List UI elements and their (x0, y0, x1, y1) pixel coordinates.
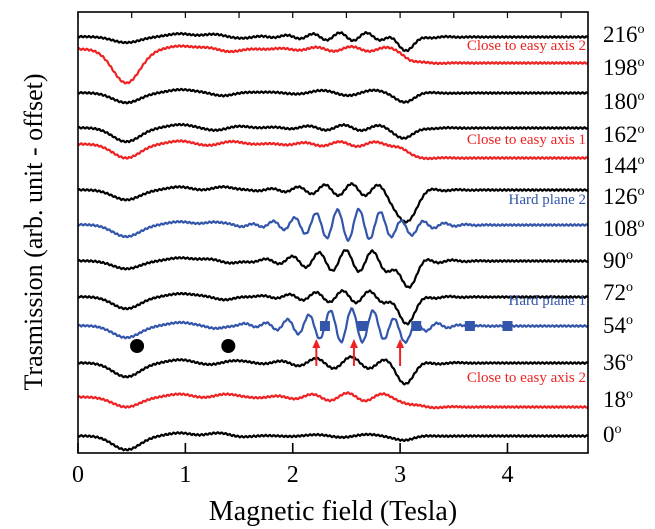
trace-72-deg (77, 289, 589, 326)
trace-162-deg (77, 122, 589, 144)
angle-label-36: 36o (603, 350, 633, 375)
angle-labels: 216o 198o 180o 162o 144o 126o 108o 90o 72o 54o 36o… (603, 22, 645, 447)
x-tick-label: 1 (179, 462, 191, 488)
angle-label-198: 198o (603, 55, 645, 80)
markers (130, 321, 513, 366)
circle-marker-2 (221, 339, 236, 353)
annotation-label: Hard plane 2 (509, 192, 586, 208)
red-arrow-2 (349, 339, 358, 366)
square-marker-3 (411, 321, 422, 331)
trace-90-deg (77, 249, 589, 289)
angle-label-72: 72o (603, 280, 633, 305)
trace-216-deg (77, 31, 589, 53)
annotations: Close to easy axis 2 Close to easy axis 1… (467, 38, 586, 386)
x-tick-label: 4 (501, 462, 513, 488)
angle-label-126: 126o (603, 184, 645, 209)
annotation-label: Close to easy axis 1 (467, 132, 586, 148)
angle-label-90: 90o (603, 248, 633, 273)
angle-label-18: 18o (603, 387, 633, 412)
x-tick-label: 0 (72, 462, 84, 488)
traces (77, 31, 589, 452)
annotation-label: Hard plane 1 (509, 293, 586, 309)
square-marker-2 (357, 321, 368, 331)
annotation-label: Close to easy axis 2 (467, 370, 586, 386)
angle-label-54: 54o (603, 313, 633, 338)
circle-marker-1 (130, 339, 145, 353)
plot-frame (77, 11, 589, 454)
trace-0-deg (77, 431, 589, 452)
angle-label-0: 0o (603, 422, 622, 447)
y-axis-label: Trasmission (arb. unit - offset) (19, 73, 48, 390)
trace-108-deg (77, 207, 589, 242)
red-arrow-3 (396, 339, 405, 366)
trace-144-deg (77, 139, 589, 161)
angle-label-162: 162o (603, 122, 645, 147)
annotation-label: Close to easy axis 2 (467, 38, 586, 54)
square-marker-1 (319, 321, 330, 331)
x-ticks: 0 1 2 3 4 (72, 12, 562, 488)
trace-18-deg (77, 391, 589, 410)
x-tick-label: 3 (394, 462, 406, 488)
red-arrow-1 (312, 339, 321, 366)
trace-198-deg (77, 44, 589, 85)
angle-label-144: 144o (603, 153, 645, 178)
square-marker-5 (502, 321, 513, 331)
angle-label-108: 108o (603, 216, 645, 241)
angle-label-180: 180o (603, 89, 645, 114)
trace-126-deg (77, 182, 589, 224)
x-tick-label: 2 (287, 462, 299, 488)
square-marker-4 (464, 321, 475, 331)
angle-label-216: 216o (603, 22, 645, 47)
trace-36-deg (77, 355, 589, 386)
trace-180-deg (77, 87, 589, 105)
x-axis-label: Magnetic field (Tesla) (209, 496, 457, 527)
